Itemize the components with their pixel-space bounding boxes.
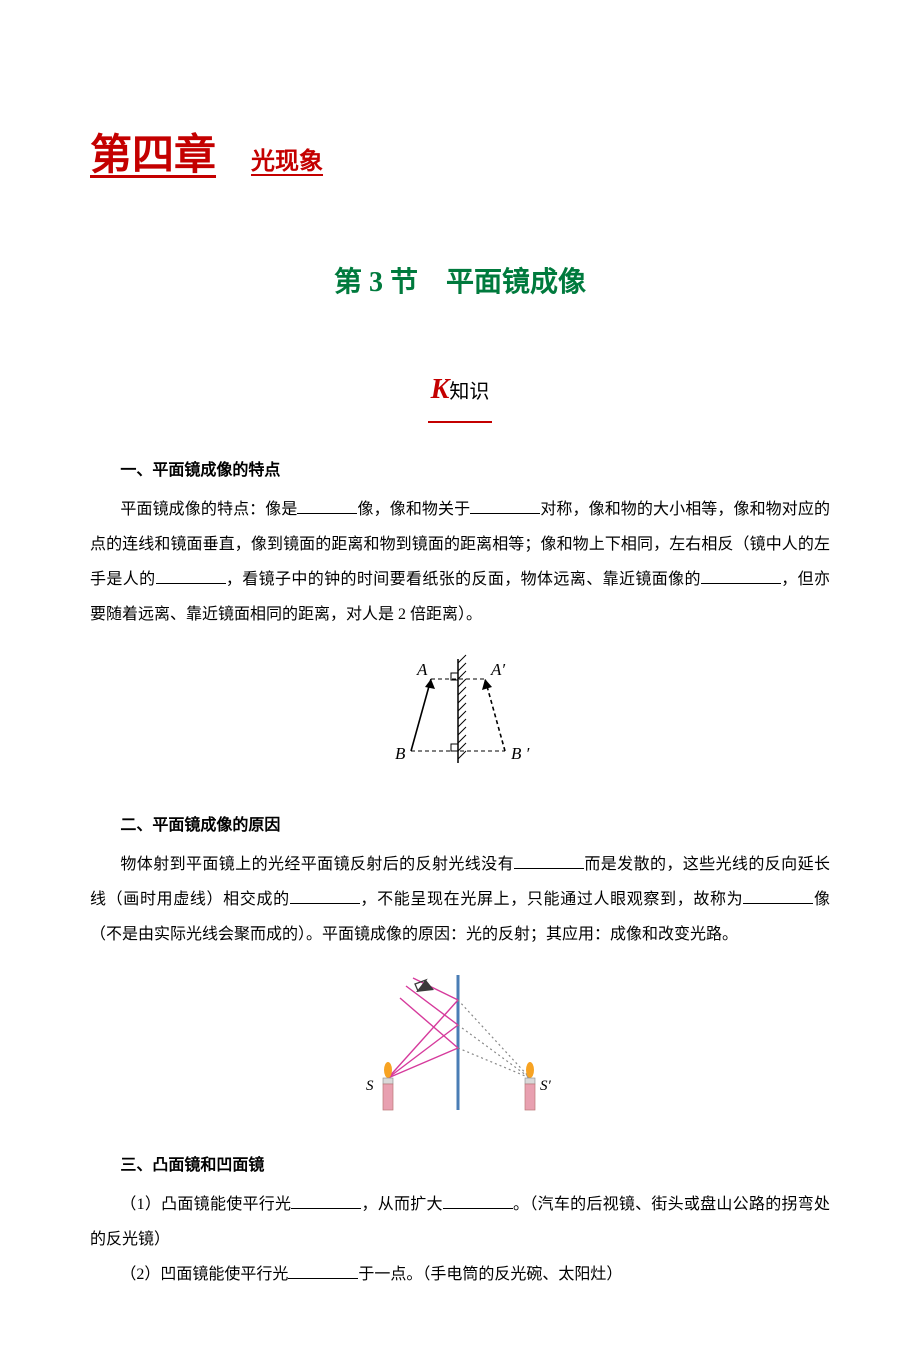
p3b: ，从而扩大 bbox=[361, 1196, 443, 1213]
mirror-ab-svg: A A′ B B ′ bbox=[365, 651, 555, 781]
blank-5 bbox=[514, 853, 584, 869]
label-S: S bbox=[366, 1078, 374, 1094]
paragraph-2: 物体射到平面镜上的光经平面镜反射后的反射光线没有而是发散的，这些光线的反向延长线… bbox=[90, 847, 830, 953]
blank-2 bbox=[470, 498, 540, 514]
blank-9 bbox=[443, 1193, 513, 1209]
heading-3: 三、凸面镜和凹面镜 bbox=[90, 1148, 830, 1183]
p1d: ，看镜子中的钟的时间要看纸张的反面，物体远离、靠近镜面像的 bbox=[226, 571, 701, 588]
blank-4 bbox=[701, 568, 781, 584]
chapter-subtitle: 光现象 bbox=[251, 136, 323, 189]
blank-6 bbox=[290, 888, 360, 904]
reflection-svg: S S′ bbox=[330, 970, 590, 1120]
p4a: （2）凹面镜能使平行光 bbox=[120, 1266, 288, 1283]
figure-mirror-diagram: A A′ B B ′ bbox=[90, 651, 830, 794]
paragraph-1: 平面镜成像的特点：像是像，像和物关于对称，像和物的大小相等，像和物对应的点的连线… bbox=[90, 492, 830, 633]
label-B: B bbox=[395, 744, 406, 763]
paragraph-4: （2）凹面镜能使平行光 于一点。（手电筒的反光碗、太阳灶） bbox=[90, 1257, 830, 1292]
p3a: （1）凸面镜能使平行光 bbox=[120, 1196, 291, 1213]
blank-7 bbox=[743, 888, 813, 904]
heading-1: 一、平面镜成像的特点 bbox=[90, 453, 830, 488]
p1b: 像，像和物关于 bbox=[357, 501, 470, 518]
p2c: ，不能呈现在光屏上，只能通过人眼观察到，故称为 bbox=[360, 891, 744, 908]
chapter-title: 第四章 bbox=[90, 110, 216, 202]
knowledge-badge: K知识 bbox=[90, 359, 830, 423]
paragraph-3: （1）凸面镜能使平行光，从而扩大。（汽车的后视镜、街头或盘山公路的拐弯处的反光镜… bbox=[90, 1187, 830, 1257]
k-letter: K bbox=[431, 374, 450, 407]
section-title: 第 3 节 平面镜成像 bbox=[90, 252, 830, 314]
blank-3 bbox=[156, 568, 226, 584]
heading-2: 二、平面镜成像的原因 bbox=[90, 808, 830, 843]
k-text: 知识 bbox=[449, 381, 489, 403]
p4b: 于一点。（手电筒的反光碗、太阳灶） bbox=[358, 1266, 622, 1283]
label-A: A bbox=[416, 660, 428, 679]
label-Bp: B ′ bbox=[511, 744, 530, 763]
label-Ap: A′ bbox=[490, 660, 505, 679]
chapter-heading: 第四章 光现象 bbox=[90, 110, 830, 202]
p2a: 物体射到平面镜上的光经平面镜反射后的反射光线没有 bbox=[120, 856, 514, 873]
p1a: 平面镜成像的特点：像是 bbox=[120, 501, 297, 518]
figure-reflection-diagram: S S′ bbox=[90, 970, 830, 1133]
blank-10 bbox=[288, 1263, 358, 1279]
blank-1 bbox=[297, 498, 357, 514]
blank-8 bbox=[291, 1193, 361, 1209]
label-Sp: S′ bbox=[540, 1078, 552, 1094]
